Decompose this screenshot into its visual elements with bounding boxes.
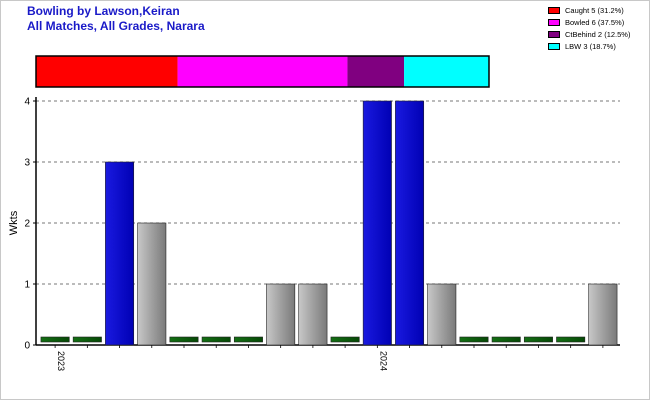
- legend-item-caught: Caught 5 (31.2%): [548, 5, 630, 16]
- legend-label-bowled: Bowled 6 (37.5%): [565, 18, 625, 27]
- legend: Caught 5 (31.2%) Bowled 6 (37.5%) CtBehi…: [548, 5, 630, 53]
- x-label-0: 2023: [56, 351, 66, 371]
- legend-item-lbw: LBW 3 (18.7%): [548, 41, 630, 52]
- strip-segment-2: [347, 56, 405, 87]
- strip-segment-0: [36, 56, 178, 87]
- bar-12: [427, 283, 457, 346]
- bar-13: [459, 336, 489, 343]
- bar-0: [40, 336, 70, 343]
- legend-item-ctbehind: CtBehind 2 (12.5%): [548, 29, 630, 40]
- y-axis-title: Wkts: [8, 210, 20, 235]
- bar-5: [201, 336, 231, 343]
- legend-label-lbw: LBW 3 (18.7%): [565, 42, 616, 51]
- legend-label-caught: Caught 5 (31.2%): [565, 6, 624, 15]
- legend-swatch-ctbehind: [548, 31, 560, 38]
- legend-label-ctbehind: CtBehind 2 (12.5%): [565, 30, 631, 39]
- bar-1: [72, 336, 102, 343]
- bar-17: [588, 283, 618, 346]
- dismissal-strip: [35, 55, 490, 88]
- strip-segment-1: [177, 56, 348, 87]
- bar-16: [556, 336, 586, 343]
- strip-segment-3: [404, 56, 489, 87]
- bar-15: [523, 336, 553, 343]
- bars: [40, 100, 618, 346]
- bar-3: [137, 222, 167, 346]
- legend-swatch-bowled: [548, 19, 560, 26]
- bar-4: [169, 336, 199, 343]
- legend-item-bowled: Bowled 6 (37.5%): [548, 17, 630, 28]
- bar-2: [105, 161, 135, 346]
- chart-subtitle: All Matches, All Grades, Narara: [27, 19, 205, 33]
- bar-7: [266, 283, 296, 346]
- bar-11: [395, 100, 425, 346]
- bar-14: [491, 336, 521, 343]
- y-tick-label-1: 1: [24, 280, 30, 291]
- y-tick-label-3: 3: [24, 158, 30, 169]
- bar-6: [233, 336, 263, 343]
- legend-swatch-lbw: [548, 43, 560, 50]
- bar-10: [362, 100, 392, 346]
- bar-9: [330, 336, 360, 343]
- bar-8: [298, 283, 328, 346]
- x-label-1: 2024: [378, 351, 388, 371]
- axis-labels: 0 1 2 3 4 2023 2024 Wkts: [8, 97, 388, 372]
- chart-title: Bowling by Lawson,Keiran: [27, 4, 180, 18]
- legend-swatch-caught: [548, 7, 560, 14]
- y-tick-label-2: 2: [24, 219, 30, 230]
- strip-border: [35, 55, 490, 88]
- y-tick-label-0: 0: [24, 341, 30, 352]
- y-tick-label-4: 4: [24, 97, 30, 108]
